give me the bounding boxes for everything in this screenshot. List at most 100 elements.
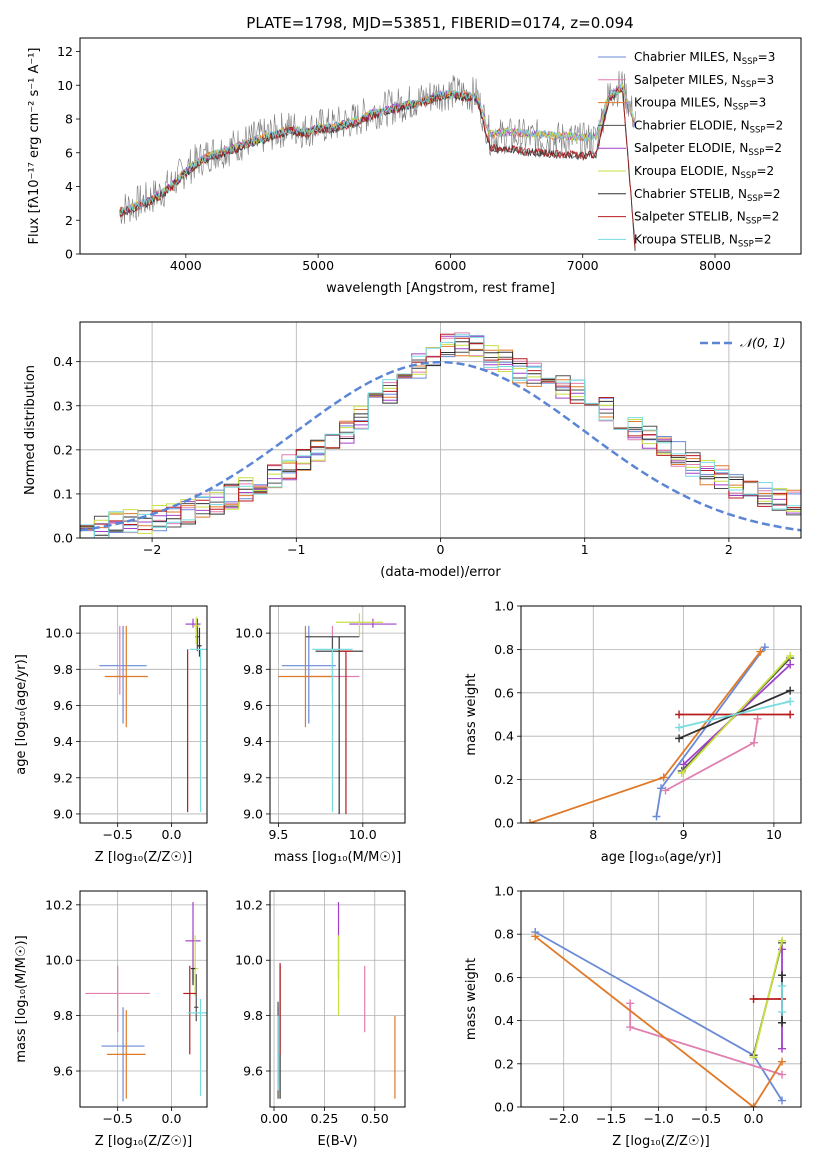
legend-label-name: Chabrier ELODIE, N xyxy=(634,118,750,132)
plus-marker xyxy=(778,1070,787,1079)
x-axis-label: E(B-V) xyxy=(317,1134,357,1149)
legend-label-subscript: SSP xyxy=(742,57,758,67)
legend-label: Kroupa MILES, NSSP=3 xyxy=(634,96,766,113)
y-tick-label: 9.4 xyxy=(243,734,263,749)
x-tick-label: 8 xyxy=(589,827,597,842)
y-tick-label: 9.6 xyxy=(243,1064,263,1079)
y-tick-label: 4 xyxy=(65,179,73,194)
plot-area xyxy=(526,643,795,823)
x-tick-label: 7000 xyxy=(567,258,599,273)
legend-label-count: =2 xyxy=(762,210,780,224)
x-tick-label: −0.5 xyxy=(102,827,132,842)
y-axis-label: Normed distribution xyxy=(23,365,38,495)
panel-4: 9.5 10.0 9.0 9.2 9.4 9.6 9.8 10.0 mass [log₁₀(M/… xyxy=(235,605,406,865)
legend-label-subscript: SSP xyxy=(746,217,762,227)
y-tick-label: 0.4 xyxy=(494,1013,514,1028)
y-tick-label: 9.6 xyxy=(53,1064,73,1079)
y-tick-label: 0.0 xyxy=(494,816,514,831)
y-axis-label: age [log₁₀(age/yr)] xyxy=(14,654,29,775)
plus-marker xyxy=(778,1044,787,1053)
legend-label: 𝒩(0, 1) xyxy=(740,335,786,350)
legend-label-name: Salpeter STELIB, N xyxy=(634,210,746,224)
y-axis-label: Flux [fλ10⁻¹⁷ erg cm⁻² s⁻¹ A⁻¹] xyxy=(27,48,42,245)
x-axis-label: Z [log₁₀(Z/Z☉)] xyxy=(612,1134,709,1149)
y-tick-label: 10.0 xyxy=(235,953,263,968)
legend-label: Salpeter ELODIE, NSSP=2 xyxy=(634,141,782,158)
x-tick-label: 10.0 xyxy=(349,827,377,842)
legend: 𝒩(0, 1) xyxy=(700,335,786,350)
y-tick-label: 0.2 xyxy=(494,1056,514,1071)
series-line xyxy=(678,700,791,729)
plot-area xyxy=(277,902,396,1099)
gridlines xyxy=(270,891,405,1107)
legend-label: Chabrier MILES, NSSP=3 xyxy=(634,50,775,67)
legend-label-count: =2 xyxy=(756,164,774,178)
legend-label: Kroupa STELIB, NSSP=2 xyxy=(634,232,772,249)
plus-marker xyxy=(531,932,540,941)
y-tick-label: 9.8 xyxy=(243,1008,263,1023)
figure-title: PLATE=1798, MJD=53851, FIBERID=0174, z=0… xyxy=(246,14,633,32)
gridlines xyxy=(80,891,207,1107)
legend-label-name: Chabrier STELIB, N xyxy=(634,187,747,201)
y-tick-label: 9.0 xyxy=(243,806,263,821)
plus-marker xyxy=(675,734,684,743)
x-tick-label: −1.5 xyxy=(596,1111,626,1126)
legend-label-count: =3 xyxy=(756,73,774,87)
x-tick-label: 5000 xyxy=(302,258,334,273)
x-axis-label: (data-model)/error xyxy=(380,565,501,580)
y-tick-label: 9.8 xyxy=(53,662,73,677)
y-tick-label: 9.8 xyxy=(53,1008,73,1023)
legend-label-subscript: SSP xyxy=(750,125,766,135)
y-tick-label: 0.8 xyxy=(494,927,514,942)
y-tick-label: 9.4 xyxy=(53,734,73,749)
y-tick-label: 0.3 xyxy=(53,398,73,413)
y-tick-label: 10.0 xyxy=(45,626,73,641)
plus-marker xyxy=(778,971,787,980)
y-tick-label: 9.2 xyxy=(53,770,73,785)
plus-marker xyxy=(679,760,688,769)
x-tick-label: 2 xyxy=(725,542,733,557)
x-tick-label: 0.25 xyxy=(310,1111,338,1126)
y-tick-label: 0.4 xyxy=(494,729,514,744)
x-tick-label: −0.5 xyxy=(691,1111,721,1126)
plot-area xyxy=(80,332,801,538)
plus-marker xyxy=(749,1103,758,1107)
y-tick-label: 10.2 xyxy=(235,897,263,912)
plus-marker xyxy=(626,999,635,1008)
legend-label-name: Kroupa MILES, N xyxy=(634,96,733,110)
y-tick-label: 6 xyxy=(65,145,73,160)
plus-marker xyxy=(778,1096,787,1105)
x-tick-label: 4000 xyxy=(170,258,202,273)
legend-label-count: =2 xyxy=(766,118,784,132)
plus-marker xyxy=(675,710,684,719)
y-tick-label: 0.2 xyxy=(53,442,73,457)
y-tick-label: 0.4 xyxy=(53,354,73,369)
plot-area xyxy=(119,70,636,251)
axes-frame xyxy=(79,605,208,824)
plus-marker xyxy=(677,769,686,778)
plot-area xyxy=(278,613,397,814)
x-tick-label: −2.0 xyxy=(549,1111,579,1126)
y-tick-label: 0 xyxy=(65,247,73,262)
y-tick-label: 0.0 xyxy=(494,1100,514,1115)
series-line xyxy=(534,935,783,1107)
plus-marker xyxy=(659,773,668,782)
y-tick-label: 2 xyxy=(65,213,73,228)
y-tick-label: 0.8 xyxy=(494,642,514,657)
x-tick-label: −1 xyxy=(287,542,305,557)
y-tick-label: 0.1 xyxy=(53,486,73,501)
panel-6: −0.5 0.0 9.6 9.8 10.0 10.2 Z [log₁₀(Z/Z☉)] mass… xyxy=(14,890,208,1149)
x-tick-label: 0.0 xyxy=(162,827,182,842)
y-tick-label: 9.8 xyxy=(243,662,263,677)
legend-label-count: =2 xyxy=(764,141,782,155)
axes-frame xyxy=(79,321,802,539)
series-line xyxy=(529,651,762,823)
axes-frame xyxy=(520,605,802,824)
plus-marker xyxy=(657,784,665,793)
legend-label-name: Kroupa STELIB, N xyxy=(634,232,738,246)
y-tick-label: 10.2 xyxy=(45,897,73,912)
axes-frame xyxy=(520,890,802,1108)
x-tick-label: 0.0 xyxy=(162,1111,182,1126)
plus-marker xyxy=(786,660,795,669)
